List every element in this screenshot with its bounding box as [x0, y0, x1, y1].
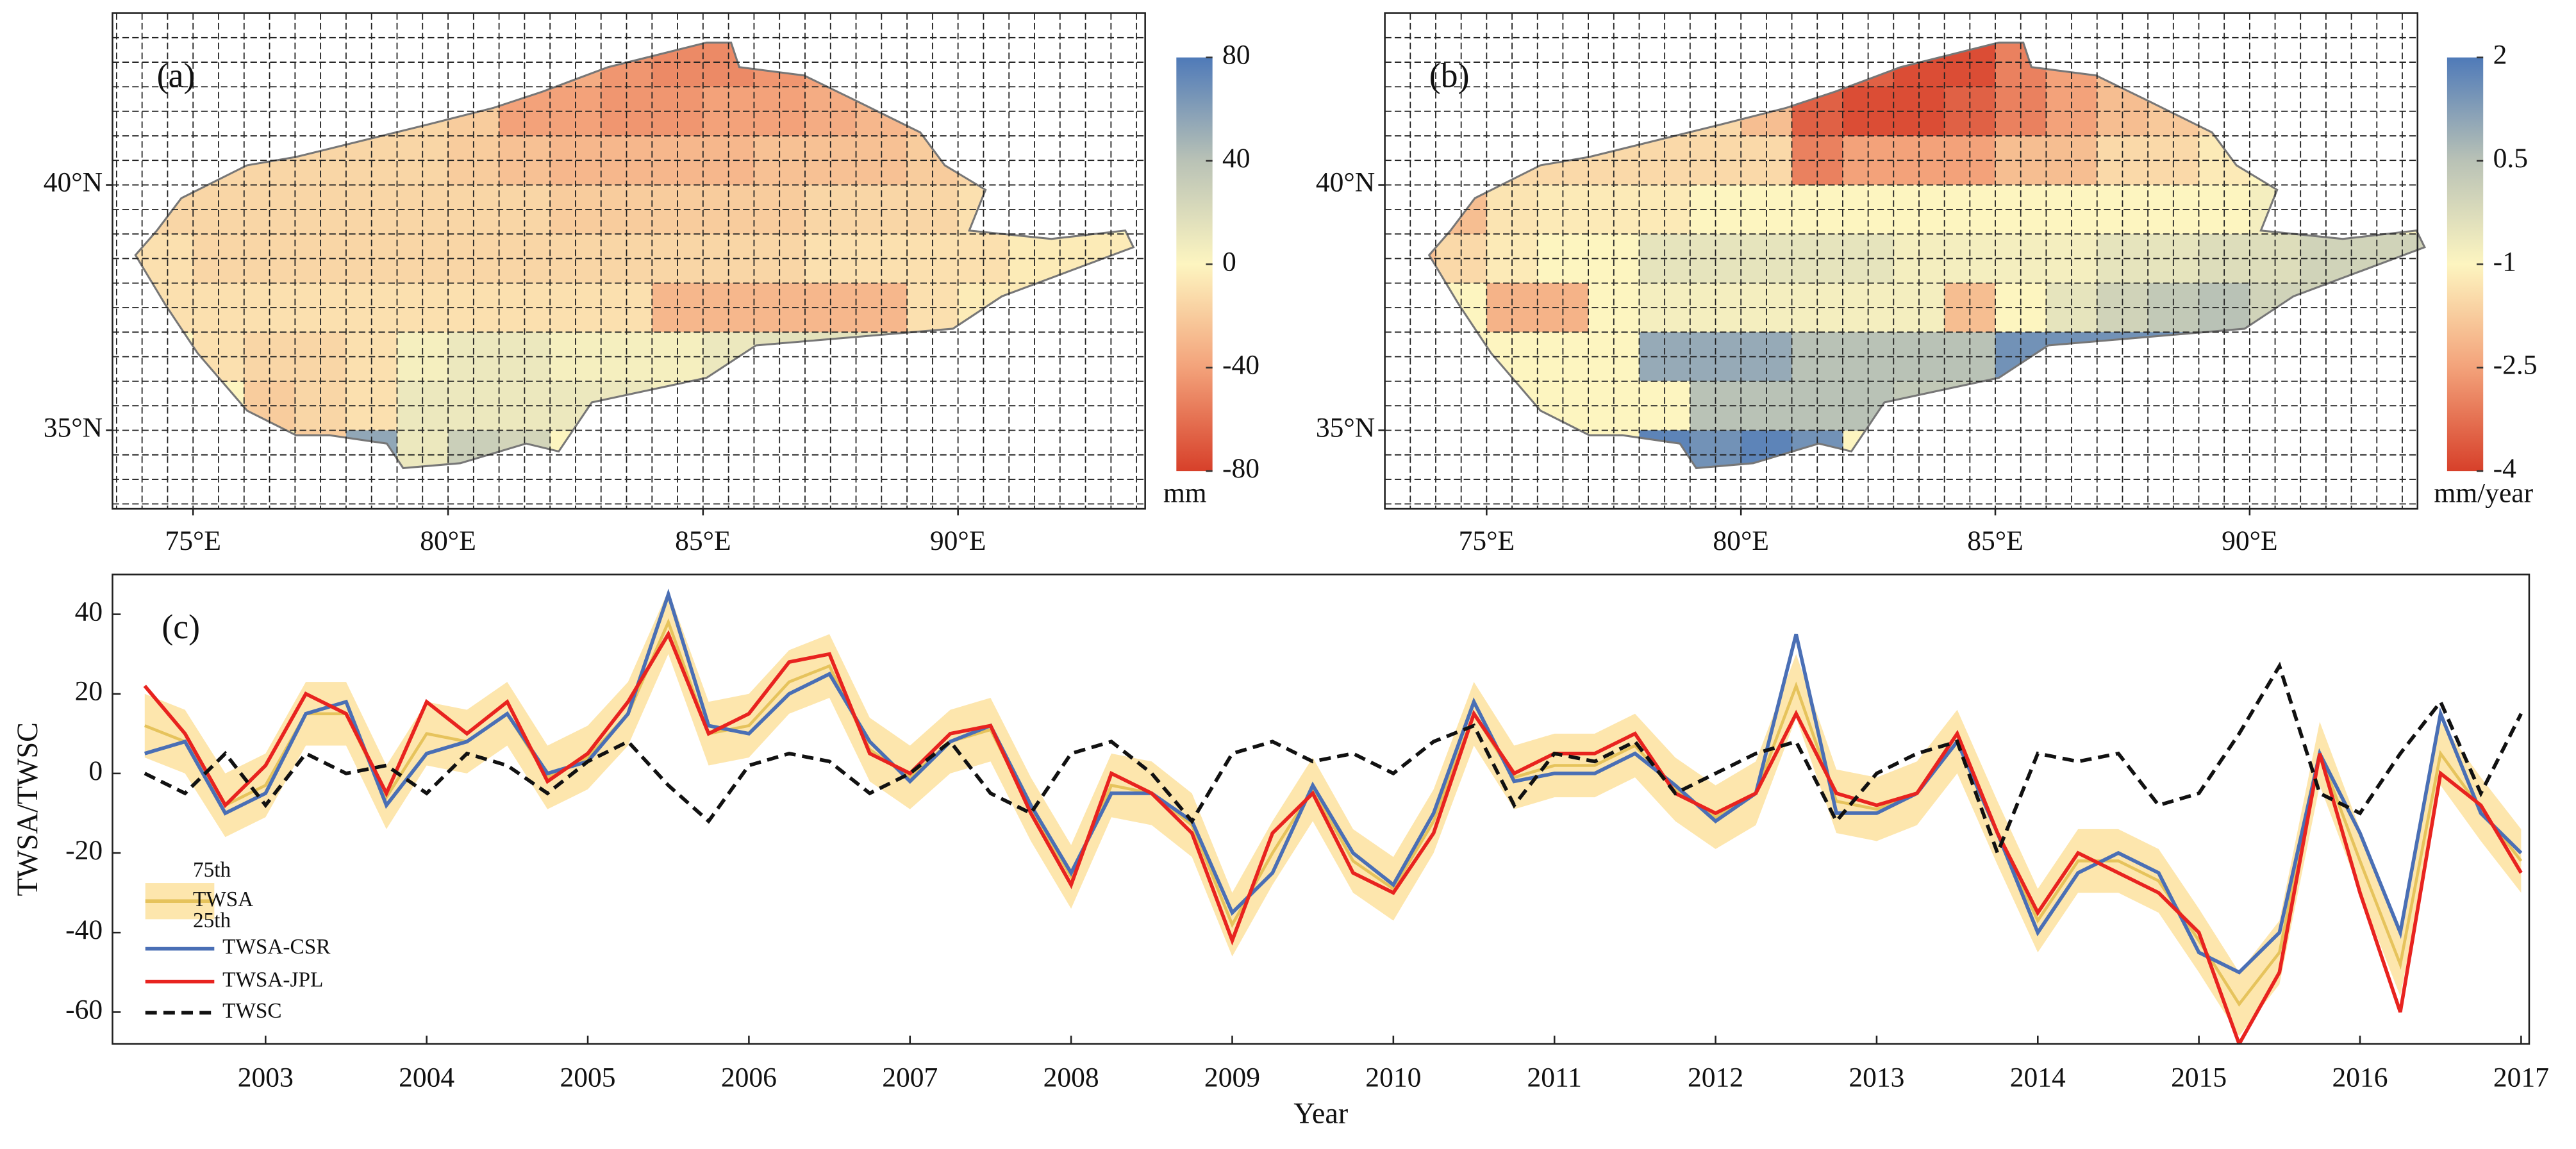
x-tick-label: 2006 [721, 1062, 777, 1093]
x-tick-label: 2015 [2171, 1062, 2227, 1093]
x-tick-label: 80°E [1713, 525, 1769, 556]
graticule [1384, 13, 2418, 509]
x-tick-label: 90°E [930, 525, 986, 556]
x-tick-label: 2011 [1527, 1062, 1581, 1093]
colorbar-unit: mm/year [2434, 478, 2533, 509]
y-tick-label: -60 [65, 994, 103, 1025]
plot-area [143, 588, 2523, 1045]
colorbar-tick-label: -80 [1222, 453, 1259, 484]
panel-label: (a) [157, 56, 195, 94]
x-tick-label: 2005 [560, 1062, 616, 1093]
x-tick-label: 2017 [2493, 1062, 2549, 1093]
y-tick-label: 35°N [44, 412, 103, 443]
x-tick-label: 75°E [165, 525, 221, 556]
series-line [144, 661, 2523, 858]
colorbar-tick-label: -2.5 [2493, 350, 2538, 381]
colorbar-tick-label: 40 [1222, 143, 1251, 174]
legend-label: TWSC [222, 999, 281, 1023]
colorbar-tick-label: -4 [2493, 453, 2516, 484]
colorbar-tick-label: 0.5 [2493, 143, 2528, 174]
y-axis-label: TWSA/TWSC [11, 722, 44, 896]
x-tick-label: 2007 [882, 1062, 938, 1093]
panel-label: (b) [1429, 56, 1470, 94]
legend-label: TWSA-CSR [222, 935, 331, 959]
x-tick-label: 80°E [420, 525, 476, 556]
x-tick-label: 90°E [2222, 525, 2278, 556]
x-tick-label: 2008 [1043, 1062, 1099, 1093]
percentile-band [144, 590, 2522, 1036]
panel-label: (c) [162, 608, 200, 646]
grid-cell [1429, 234, 1436, 284]
series-line [144, 588, 2523, 975]
basin-outline [1427, 41, 2426, 470]
legend-label: TWSA [193, 888, 253, 911]
x-tick-label: 75°E [1459, 525, 1515, 556]
y-tick-label: 40°N [1316, 167, 1375, 198]
legend-label: 75th [193, 858, 231, 882]
x-tick-label: 2012 [1688, 1062, 1743, 1093]
colorbar-unit: mm [1163, 478, 1207, 509]
graticule [112, 13, 1145, 509]
x-tick-label: 2014 [2010, 1062, 2066, 1093]
map-frame [1384, 12, 2419, 510]
y-tick-label: 40 [75, 597, 103, 627]
y-tick-label: 35°N [1316, 412, 1375, 443]
colorbar-tick-label: -40 [1222, 350, 1259, 381]
x-tick-label: 2013 [1849, 1062, 1904, 1093]
y-tick-label: -20 [65, 835, 103, 866]
colorbar-tick-label: -1 [2493, 246, 2516, 277]
x-tick-label: 2003 [238, 1062, 294, 1093]
colorbar-tick-label: 80 [1222, 40, 1251, 70]
colorbar-tick-label: 0 [1222, 246, 1236, 277]
grid-cell [135, 234, 143, 284]
plot-frame [112, 574, 2530, 1045]
x-tick-label: 85°E [675, 525, 731, 556]
series-line [143, 630, 2523, 1045]
legend-label: 25th [193, 909, 231, 932]
x-tick-label: 2009 [1204, 1062, 1260, 1093]
x-tick-label: 2010 [1365, 1062, 1421, 1093]
y-tick-label: 40°N [44, 167, 103, 198]
y-tick-label: -40 [65, 914, 103, 945]
legend-label: TWSA-JPL [222, 968, 323, 991]
x-axis-label: Year [1293, 1096, 1348, 1129]
x-tick-label: 2004 [399, 1062, 454, 1093]
x-tick-label: 2016 [2332, 1062, 2388, 1093]
basin-outline [134, 41, 1135, 470]
y-tick-label: 0 [88, 756, 103, 786]
map-frame [112, 12, 1146, 510]
colorbar-tick-label: 2 [2493, 40, 2507, 70]
y-tick-label: 20 [75, 676, 103, 707]
x-tick-label: 85°E [1967, 525, 2023, 556]
